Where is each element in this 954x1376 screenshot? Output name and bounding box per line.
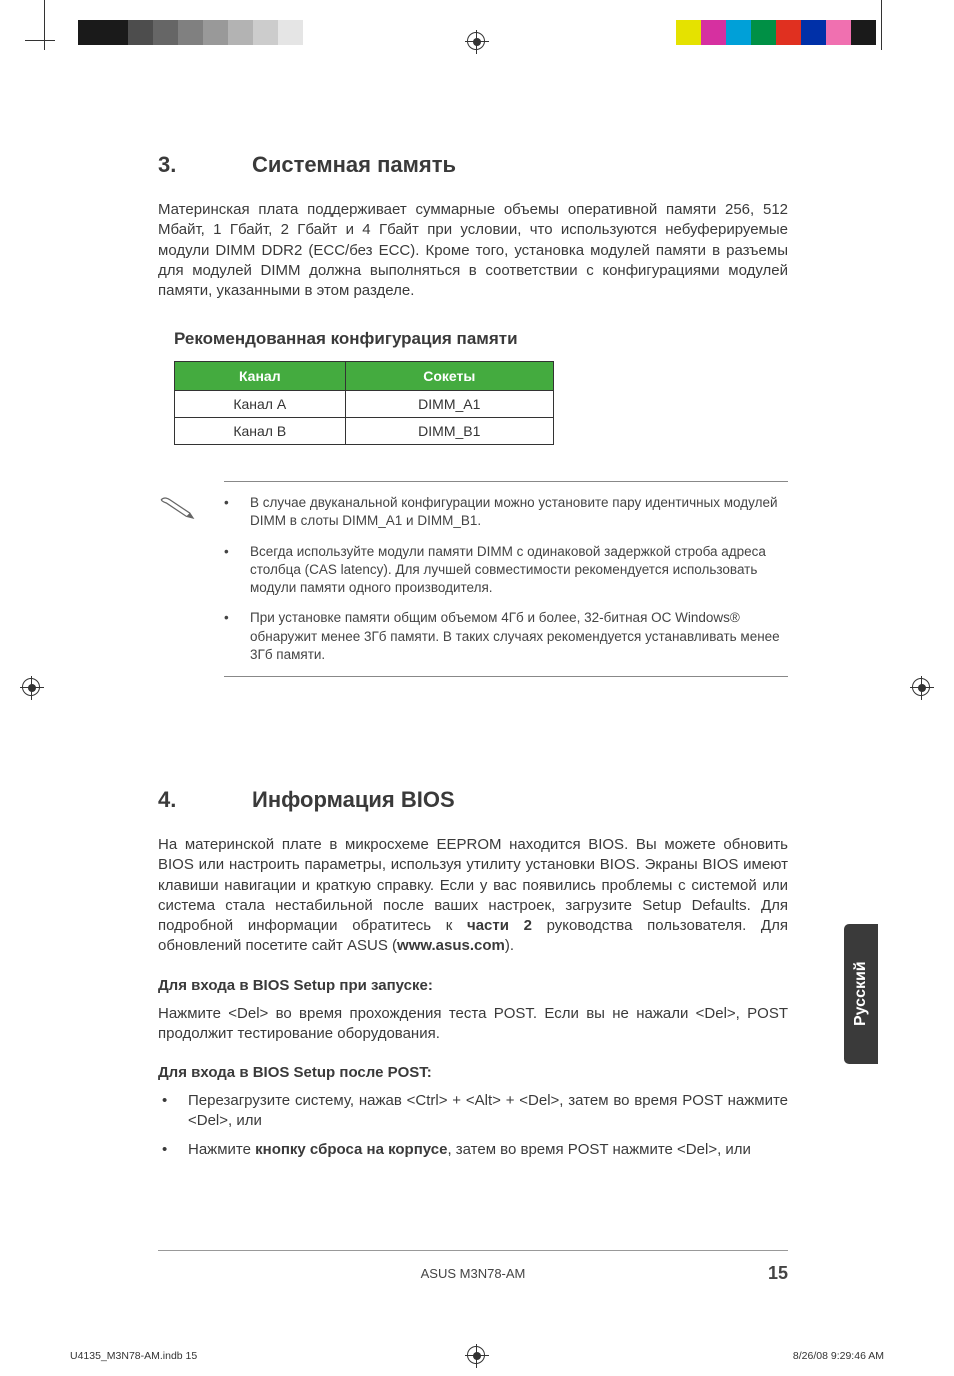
note-item: • В случае двуканальной конфигурации можн… — [224, 494, 788, 530]
section4-intro: На материнской плате в микросхеме EEPROM… — [158, 835, 788, 957]
note-text: Всегда используйте модули памяти DIMM с … — [250, 543, 788, 598]
asus-url: www.asus.com — [397, 937, 505, 954]
bullet-icon: • — [158, 1140, 168, 1160]
table-cell: DIMM_A1 — [345, 391, 553, 418]
section-heading: 3. Системная память — [158, 152, 788, 178]
color-swatch — [278, 20, 303, 45]
note-text: В случае двуканальной конфигурации можно… — [250, 494, 788, 530]
color-bar — [676, 20, 876, 45]
language-tab: Русский — [844, 924, 878, 1064]
color-swatch — [78, 20, 103, 45]
color-swatch — [676, 20, 701, 45]
color-swatch — [701, 20, 726, 45]
notes-block: • В случае двуканальной конфигурации можн… — [158, 481, 788, 677]
note-item: • При установке памяти общим объемом 4Гб … — [224, 609, 788, 664]
grayscale-bar — [78, 20, 303, 45]
section-number: 3. — [158, 152, 252, 178]
bullet-icon: • — [224, 543, 232, 598]
bios-enter-startup-text: Нажмите <Del> во время прохождения теста… — [158, 1004, 788, 1045]
memory-config-heading: Рекомендованная конфигурация памяти — [174, 329, 788, 349]
section3-intro: Материнская плата поддерживает суммарные… — [158, 200, 788, 301]
section-title: Системная память — [252, 152, 456, 178]
bios-enter-post-list: • Перезагрузите систему, нажав <Ctrl> + <… — [158, 1091, 788, 1160]
list-item-text: Нажмите кнопку сброса на корпусе, затем … — [188, 1140, 788, 1160]
color-swatch — [178, 20, 203, 45]
pencil-note-icon — [158, 481, 206, 528]
color-swatch — [153, 20, 178, 45]
registration-mark-icon — [22, 678, 42, 698]
note-item: • Всегда используйте модули памяти DIMM с… — [224, 543, 788, 598]
color-swatch — [726, 20, 751, 45]
page-number: 15 — [768, 1263, 788, 1284]
color-swatch — [128, 20, 153, 45]
bios-enter-startup-heading: Для входа в BIOS Setup при запуске: — [158, 977, 788, 994]
notes-body: • В случае двуканальной конфигурации можн… — [224, 481, 788, 677]
bios-enter-post-heading: Для входа в BIOS Setup после POST: — [158, 1064, 788, 1081]
color-swatch — [228, 20, 253, 45]
color-swatch — [776, 20, 801, 45]
registration-mark-icon — [467, 32, 487, 52]
table-cell: Канал A — [175, 391, 346, 418]
table-cell: DIMM_B1 — [345, 418, 553, 445]
registration-mark-icon — [467, 1346, 487, 1366]
color-swatch — [826, 20, 851, 45]
section-heading: 4. Информация BIOS — [158, 787, 788, 813]
color-swatch — [253, 20, 278, 45]
print-file-name: U4135_M3N78-AM.indb 15 — [70, 1350, 197, 1362]
table-cell: Канал B — [175, 418, 346, 445]
table-row: Канал BDIMM_B1 — [175, 418, 554, 445]
table-header-row: Канал Сокеты — [175, 362, 554, 391]
section-number: 4. — [158, 787, 252, 813]
list-item: • Перезагрузите систему, нажав <Ctrl> + <… — [158, 1091, 788, 1132]
section-title: Информация BIOS — [252, 787, 455, 813]
color-swatch — [103, 20, 128, 45]
bullet-icon: • — [224, 609, 232, 664]
note-text: При установке памяти общим объемом 4Гб и… — [250, 609, 788, 664]
text: ). — [505, 937, 514, 954]
page-footer: . ASUS M3N78-AM 15 — [158, 1250, 788, 1284]
color-swatch — [203, 20, 228, 45]
print-timestamp: 8/26/08 9:29:46 AM — [793, 1350, 884, 1362]
bullet-icon: • — [158, 1091, 168, 1132]
memory-config-table: Канал Сокеты Канал ADIMM_A1Канал BDIMM_B… — [174, 361, 554, 445]
registration-mark-icon — [912, 678, 932, 698]
list-item: • Нажмите кнопку сброса на корпусе, затем… — [158, 1140, 788, 1160]
crop-mark — [44, 0, 64, 50]
color-swatch — [751, 20, 776, 45]
color-swatch — [851, 20, 876, 45]
bullet-icon: • — [224, 494, 232, 530]
table-header: Канал — [175, 362, 346, 391]
bold-text: части 2 — [467, 917, 532, 934]
table-header: Сокеты — [345, 362, 553, 391]
list-item-text: Перезагрузите систему, нажав <Ctrl> + <A… — [188, 1091, 788, 1132]
print-header — [0, 0, 954, 60]
table-row: Канал ADIMM_A1 — [175, 391, 554, 418]
color-swatch — [801, 20, 826, 45]
crop-mark — [881, 0, 882, 50]
page-content: 3. Системная память Материнская плата по… — [158, 152, 788, 1168]
footer-model: ASUS M3N78-AM — [421, 1266, 526, 1281]
print-meta-footer: U4135_M3N78-AM.indb 15 8/26/08 9:29:46 A… — [70, 1350, 884, 1362]
